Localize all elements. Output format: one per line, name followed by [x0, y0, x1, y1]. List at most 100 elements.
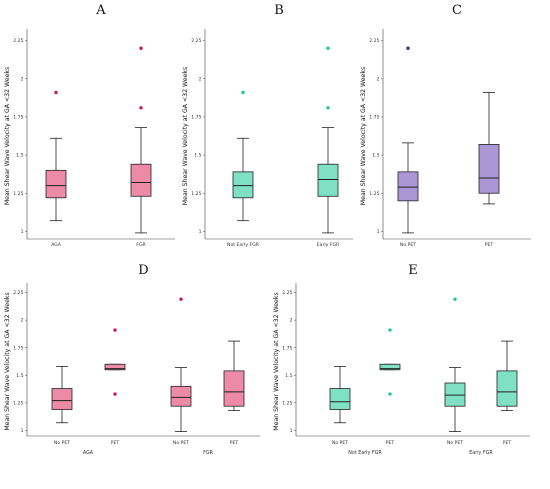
box-iqr [397, 171, 419, 202]
box-early-fgr [317, 46, 339, 234]
y-tick-label: 1.25 [13, 191, 23, 197]
x-tick-label: No PET [173, 440, 189, 446]
outlier-point [54, 90, 58, 95]
y-tick-label: 1.25 [13, 400, 23, 406]
x-tick-label: PET [485, 242, 494, 248]
panel-title: E [408, 263, 418, 278]
group-label: Not Early FGR [348, 450, 382, 456]
y-tick-label: 2 [377, 76, 380, 82]
box-no-pet [329, 366, 351, 424]
box-iqr [478, 143, 500, 194]
box-iqr [104, 363, 126, 371]
y-tick-label: 1 [377, 229, 380, 235]
x-tick-label: No PET [447, 440, 463, 446]
y-tick-label: 2 [21, 318, 24, 324]
x-tick-label: PET [230, 440, 239, 446]
outlier-point [113, 392, 117, 396]
outlier-point [388, 392, 392, 396]
box-no-pet [397, 46, 419, 234]
box-no-pet [444, 297, 466, 432]
y-tick-label: 2 [290, 318, 293, 324]
y-tick-label: 2.25 [191, 38, 201, 44]
box-aga [45, 90, 67, 222]
y-tick-label: 1.75 [13, 115, 23, 121]
y-tick-label: 1.5 [194, 153, 201, 159]
box-no-pet [51, 366, 73, 424]
y-axis-label: Mean Shear Wave Velocity at GA <32 Weeks [273, 292, 280, 430]
box-iqr [232, 171, 254, 199]
y-tick-label: 1 [199, 229, 202, 235]
y-tick-label: 1.75 [369, 115, 379, 121]
y-tick-label: 1.75 [282, 345, 292, 351]
outlier-point [139, 46, 143, 50]
group-label: FGR [203, 450, 213, 456]
outlier-point [241, 90, 245, 95]
outlier-point [406, 46, 410, 50]
x-tick-label: FGR [136, 242, 146, 248]
box-iqr [317, 163, 339, 197]
box-iqr [329, 388, 351, 410]
panel-title: D [138, 263, 148, 278]
group-label: AGA [83, 450, 94, 456]
box-iqr [130, 163, 152, 197]
chart-panel-c: C 1 1.25 1.5 1.75 2 2.25 Mean Shear Wave Veloci… [360, 3, 531, 248]
x-tick-label: Not Early FGR [227, 242, 260, 248]
y-tick-label: 1 [21, 428, 24, 434]
y-tick-label: 2 [199, 76, 202, 82]
y-tick-label: 1.25 [282, 400, 292, 406]
x-tick-label: No PET [332, 440, 348, 446]
y-tick-label: 1.25 [369, 191, 379, 197]
x-tick-label: PET [503, 440, 512, 446]
y-axis-label: Mean Shear Wave Velocity at GA <32 Weeks [4, 292, 11, 430]
outlier-point [113, 328, 117, 332]
y-tick-label: 1.25 [191, 191, 201, 197]
box-iqr [223, 370, 245, 407]
box-iqr [379, 363, 401, 371]
box-pet [478, 92, 500, 205]
chart-panel-b: B 1 1.25 1.5 1.75 2 2.25 Mean Shear Wave Veloci… [182, 3, 353, 248]
y-tick-label: 2.25 [369, 38, 379, 44]
y-tick-label: 1.75 [191, 115, 201, 121]
box-iqr [45, 169, 67, 199]
box-iqr [444, 382, 466, 407]
y-tick-label: 1.5 [16, 373, 23, 379]
y-tick-label: 1.5 [372, 153, 379, 159]
y-tick-label: 1 [21, 229, 24, 235]
panel-title: C [452, 3, 462, 18]
x-tick-label: No PET [54, 440, 70, 446]
box-pet [379, 328, 401, 396]
y-tick-label: 2 [21, 76, 24, 82]
box-no-pet [170, 297, 192, 432]
y-tick-label: 2.25 [13, 290, 23, 296]
y-tick-label: 1.5 [16, 153, 23, 159]
y-axis-label: Mean Shear Wave Velocity at GA <32 Weeks [360, 67, 367, 205]
outlier-point [326, 46, 330, 50]
panel-title: B [274, 3, 284, 18]
outlier-point [179, 297, 183, 301]
box-pet [223, 340, 245, 412]
box-iqr [170, 385, 192, 407]
box-fgr [130, 46, 152, 234]
y-tick-label: 2.25 [282, 290, 292, 296]
y-axis-label: Mean Shear Wave Velocity at GA <32 Weeks [182, 67, 189, 205]
box-pet [104, 328, 126, 396]
y-axis-label: Mean Shear Wave Velocity at GA <32 Weeks [4, 67, 11, 205]
chart-panel-a: A 1 1.25 1.5 1.75 2 2.25 Mean Shear Wave Veloci… [4, 3, 175, 248]
x-tick-label: Early FGR [317, 242, 340, 248]
y-tick-label: 1.75 [13, 345, 23, 351]
box-pet [496, 340, 518, 412]
outlier-point [453, 297, 457, 301]
box-not-early-fgr [232, 90, 254, 222]
group-label: Early FGR [469, 450, 493, 456]
box-iqr [496, 370, 518, 407]
outlier-point [139, 106, 143, 110]
x-tick-label: No PET [400, 242, 416, 248]
y-tick-label: 1 [290, 428, 293, 434]
x-tick-label: PET [386, 440, 395, 446]
y-tick-label: 2.25 [13, 38, 23, 44]
outlier-point [326, 106, 330, 110]
x-tick-label: AGA [51, 242, 62, 248]
